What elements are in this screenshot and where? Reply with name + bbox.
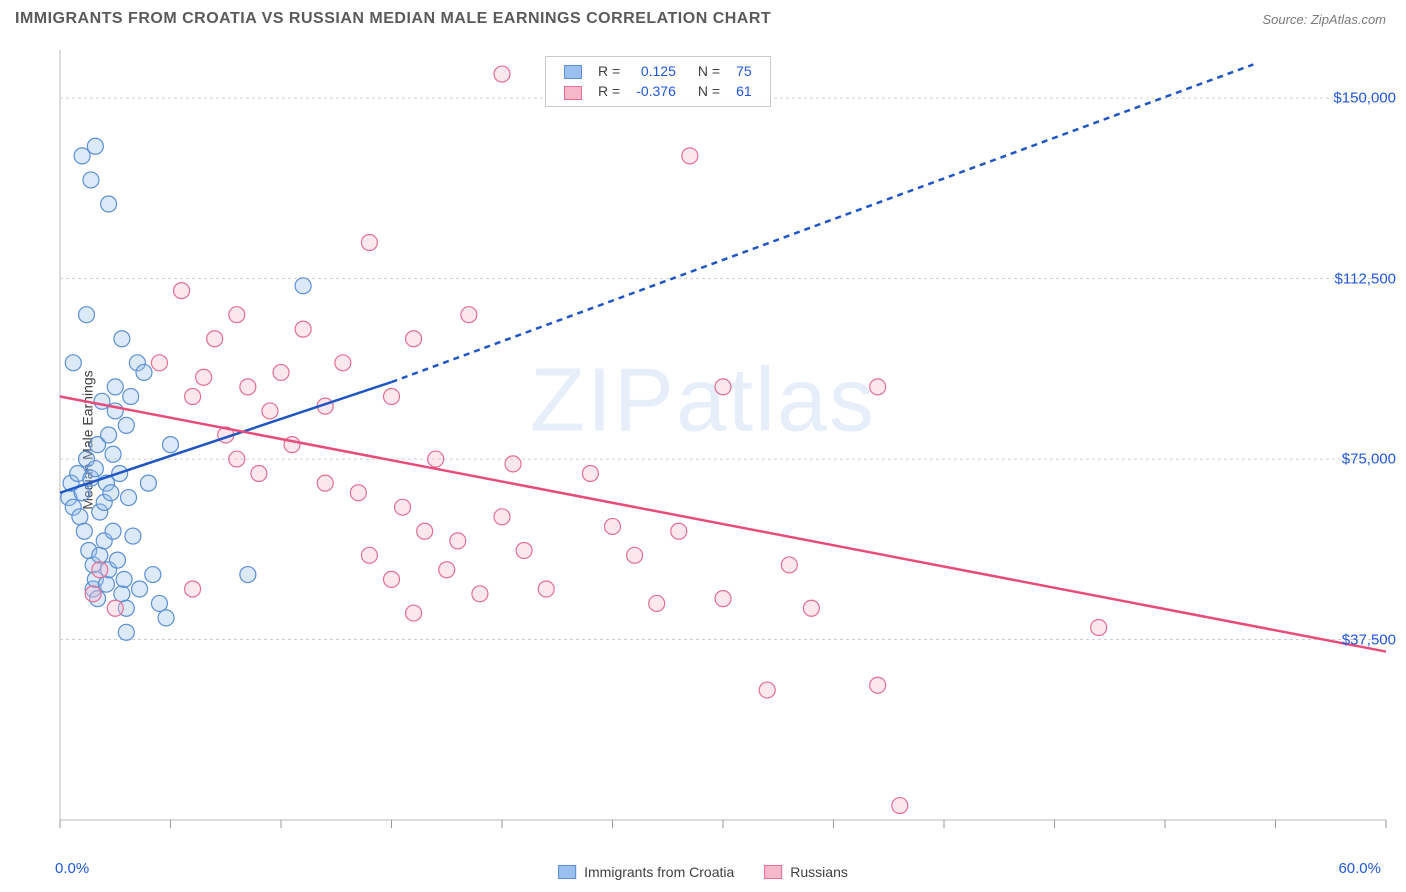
legend-item-croatia: Immigrants from Croatia xyxy=(558,864,734,880)
n-value: 61 xyxy=(728,81,760,101)
stat-legend-row: R =0.125N =75 xyxy=(556,61,760,81)
x-axis-max-label: 60.0% xyxy=(1338,860,1381,877)
x-axis-min-label: 0.0% xyxy=(55,860,89,877)
scatter-plot xyxy=(0,0,1406,892)
r-label: R = xyxy=(590,81,628,101)
n-label: N = xyxy=(684,81,728,101)
series-legend: Immigrants from Croatia Russians xyxy=(558,864,848,880)
r-value: -0.376 xyxy=(628,81,684,101)
legend-label: Russians xyxy=(790,864,848,880)
y-tick-label: $150,000 xyxy=(1306,90,1396,107)
n-value: 75 xyxy=(728,61,760,81)
legend-swatch-icon xyxy=(558,865,576,879)
stat-swatch-icon xyxy=(564,86,582,100)
stat-swatch-icon xyxy=(564,65,582,79)
r-value: 0.125 xyxy=(628,61,684,81)
y-tick-label: $75,000 xyxy=(1306,451,1396,468)
legend-swatch-icon xyxy=(764,865,782,879)
legend-item-russians: Russians xyxy=(764,864,848,880)
n-label: N = xyxy=(684,61,728,81)
y-tick-label: $37,500 xyxy=(1306,631,1396,648)
correlation-legend: R =0.125N =75R =-0.376N =61 xyxy=(545,56,771,107)
y-tick-label: $112,500 xyxy=(1306,270,1396,287)
r-label: R = xyxy=(590,61,628,81)
legend-label: Immigrants from Croatia xyxy=(584,864,734,880)
stat-legend-row: R =-0.376N =61 xyxy=(556,81,760,101)
